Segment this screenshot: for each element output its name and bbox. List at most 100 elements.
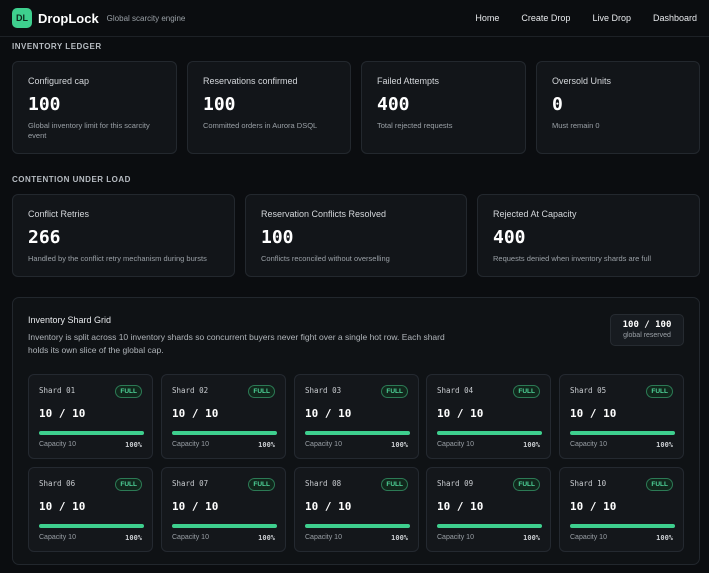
shard-percent: 100% <box>656 534 673 542</box>
shard-capacity: Capacity 10 <box>172 441 209 448</box>
contention-label: CONTENTION UNDER LOAD <box>12 175 131 184</box>
shard-card: Shard 03 FULL 10 / 10 Capacity 10 100% <box>294 374 419 459</box>
shard-full-badge: FULL <box>646 385 673 398</box>
card-desc: Requests denied when inventory shards ar… <box>493 254 652 263</box>
shard-card: Shard 04 FULL 10 / 10 Capacity 10 100% <box>426 374 551 459</box>
shard-value: 10 / 10 <box>437 500 484 513</box>
shard-name: Shard 10 <box>570 479 607 488</box>
shard-percent: 100% <box>391 534 408 542</box>
shard-progress-bar <box>39 524 144 528</box>
shard-progress-bar <box>570 524 675 528</box>
shard-progress-fill <box>570 431 675 435</box>
card-title: Failed Attempts <box>377 76 440 86</box>
shard-percent: 100% <box>125 441 142 449</box>
card-title: Rejected At Capacity <box>493 209 577 219</box>
shard-progress-bar <box>172 524 277 528</box>
card-desc: Conflicts reconciled without overselling <box>261 254 390 263</box>
shard-name: Shard 07 <box>172 479 209 488</box>
shard-full-badge: FULL <box>381 478 408 491</box>
shard-full-badge: FULL <box>115 385 142 398</box>
rejected-at-capacity-card: Rejected At Capacity 400 Requests denied… <box>477 194 700 277</box>
shard-name: Shard 08 <box>305 479 342 488</box>
shard-full-badge: FULL <box>381 385 408 398</box>
shard-full-badge: FULL <box>248 385 275 398</box>
brand-name[interactable]: DropLock <box>38 10 99 26</box>
shard-progress-fill <box>172 431 277 435</box>
main-nav: Home Create Drop Live Drop Dashboard <box>475 13 697 23</box>
shard-card: Shard 08 FULL 10 / 10 Capacity 10 100% <box>294 467 419 552</box>
card-value: 400 <box>377 94 410 115</box>
conflicts-resolved-card: Reservation Conflicts Resolved 100 Confl… <box>245 194 467 277</box>
shard-capacity: Capacity 10 <box>570 534 607 541</box>
shard-progress-fill <box>570 524 675 528</box>
shard-percent: 100% <box>523 534 540 542</box>
shard-name: Shard 06 <box>39 479 76 488</box>
shard-value: 10 / 10 <box>570 407 617 420</box>
shard-capacity: Capacity 10 <box>305 441 342 448</box>
global-reserved-label: global reserved <box>623 332 671 339</box>
shard-name: Shard 03 <box>305 386 342 395</box>
shard-percent: 100% <box>258 441 275 449</box>
oversold-units-card: Oversold Units 0 Must remain 0 <box>536 61 700 154</box>
shard-progress-bar <box>437 524 542 528</box>
shard-value: 10 / 10 <box>305 407 352 420</box>
shard-capacity: Capacity 10 <box>437 441 474 448</box>
shard-value: 10 / 10 <box>305 500 352 513</box>
card-desc: Committed orders in Aurora DSQL <box>203 121 318 130</box>
card-value: 100 <box>261 227 294 248</box>
conflict-retries-card: Conflict Retries 266 Handled by the conf… <box>12 194 235 277</box>
card-desc: Handled by the conflict retry mechanism … <box>28 254 207 263</box>
shard-full-badge: FULL <box>513 385 540 398</box>
shard-progress-fill <box>305 431 410 435</box>
card-value: 100 <box>203 94 236 115</box>
card-desc: Must remain 0 <box>552 121 600 130</box>
shard-progress-bar <box>437 431 542 435</box>
nav-live-drop[interactable]: Live Drop <box>592 13 631 23</box>
shard-card: Shard 06 FULL 10 / 10 Capacity 10 100% <box>28 467 153 552</box>
shard-progress-bar <box>172 431 277 435</box>
shard-card: Shard 05 FULL 10 / 10 Capacity 10 100% <box>559 374 684 459</box>
inventory-shard-grid: Inventory Shard Grid Inventory is split … <box>12 297 700 565</box>
shard-capacity: Capacity 10 <box>39 441 76 448</box>
shard-percent: 100% <box>656 441 673 449</box>
shard-full-badge: FULL <box>248 478 275 491</box>
logo-icon[interactable]: DL <box>12 8 32 28</box>
shard-capacity: Capacity 10 <box>172 534 209 541</box>
shard-name: Shard 05 <box>570 386 607 395</box>
shard-card: Shard 10 FULL 10 / 10 Capacity 10 100% <box>559 467 684 552</box>
shard-name: Shard 04 <box>437 386 474 395</box>
tagline: Global scarcity engine <box>106 13 186 23</box>
shard-progress-bar <box>305 524 410 528</box>
shard-full-badge: FULL <box>115 478 142 491</box>
shard-name: Shard 01 <box>39 386 76 395</box>
shard-value: 10 / 10 <box>570 500 617 513</box>
shard-percent: 100% <box>523 441 540 449</box>
nav-dashboard[interactable]: Dashboard <box>652 13 697 23</box>
shard-progress-fill <box>305 524 410 528</box>
shard-card: Shard 02 FULL 10 / 10 Capacity 10 100% <box>161 374 286 459</box>
inventory-ledger-label: INVENTORY LEDGER <box>12 42 102 51</box>
shard-capacity: Capacity 10 <box>570 441 607 448</box>
card-title: Conflict Retries <box>28 209 90 219</box>
card-value: 0 <box>552 94 563 115</box>
shard-value: 10 / 10 <box>39 407 86 420</box>
shard-full-badge: FULL <box>646 478 673 491</box>
shard-progress-fill <box>437 524 542 528</box>
shard-capacity: Capacity 10 <box>437 534 474 541</box>
shard-card: Shard 01 FULL 10 / 10 Capacity 10 100% <box>28 374 153 459</box>
shard-value: 10 / 10 <box>172 407 219 420</box>
shard-progress-fill <box>172 524 277 528</box>
nav-home[interactable]: Home <box>475 13 500 23</box>
configured-cap-card: Configured cap 100 Global inventory limi… <box>12 61 177 154</box>
shard-value: 10 / 10 <box>172 500 219 513</box>
shard-progress-bar <box>570 431 675 435</box>
shard-card: Shard 09 FULL 10 / 10 Capacity 10 100% <box>426 467 551 552</box>
nav-create-drop[interactable]: Create Drop <box>521 13 571 23</box>
shard-value: 10 / 10 <box>39 500 86 513</box>
shard-capacity: Capacity 10 <box>39 534 76 541</box>
shard-progress-bar <box>39 431 144 435</box>
card-title: Reservations confirmed <box>203 76 298 86</box>
shard-name: Shard 09 <box>437 479 474 488</box>
shard-progress-fill <box>437 431 542 435</box>
card-title: Configured cap <box>28 76 90 86</box>
